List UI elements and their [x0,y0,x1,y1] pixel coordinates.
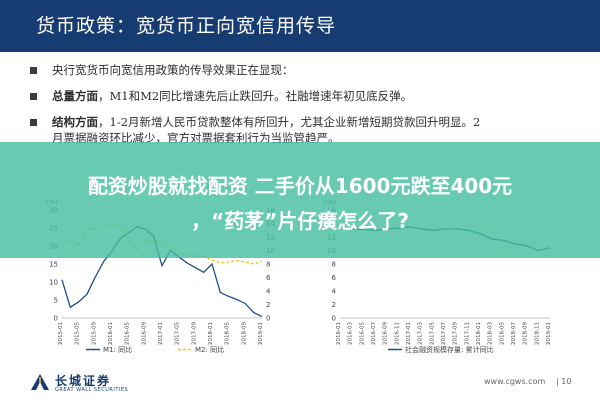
x-tick-label: 2017-07 [441,322,447,345]
bullet-text: 央行宽货币向宽信用政策的传导效果正在显现： [52,63,294,77]
y-tick-label-left: 0 [332,315,336,323]
x-tick-label: 2019-01 [546,322,552,345]
x-tick-label: 2017-09 [191,322,197,345]
x-tick-label: 2016-01 [108,322,114,345]
x-tick-label: 2016-11 [394,322,400,345]
x-tick-label: 2016-07 [371,322,377,345]
legend-label: M2: 同比 [195,345,224,354]
bullet-lead: 总量方面 [52,89,98,103]
x-tick-label: 2018-03 [488,322,494,345]
x-tick-label: 2018-09 [523,322,529,345]
bullet-square-icon [30,119,37,126]
x-tick-label: 2017-03 [418,322,424,345]
bullet-square-icon [30,93,37,100]
y-tick-label-left: 5 [54,297,58,305]
y-tick-label-left: 4 [332,288,337,296]
y-tick-label-left: 8 [332,261,336,269]
footer: 长城证券 GREAT WALL SECURITIES www.cgws.com … [0,364,600,400]
x-tick-label: 2016-03 [348,322,354,345]
overlay-headline-line1[interactable]: 配资炒股就找配资 二手价从1600元跌至400元 [87,174,513,198]
legend-label: M1: 同比 [103,345,132,354]
header-bar: 货币政策：宽货币正向宽信用传导 [0,0,600,52]
x-tick-label: 2015-09 [91,322,97,345]
y-tick-label-left: 0 [54,315,58,323]
great-wall-logo-icon [31,374,49,390]
x-tick-label: 2016-09 [141,322,147,345]
bullet-square-icon [30,67,37,74]
bullet-text-continued: 月票据融资环比减少，官方对票据套利行为当监管趋严。 [52,131,340,145]
bullet-item: 结构方面，1-2月新增人民币贷款整体有所回升，尤其企业新增短期贷款回升明显。2 … [26,114,586,146]
bullet-lead: 结构方面 [52,115,98,129]
x-tick-label: 2019-01 [258,322,264,345]
x-tick-label: 2018-05 [499,322,505,345]
x-tick-label: 2017-05 [175,322,181,345]
x-tick-label: 2017-09 [453,322,459,345]
x-tick-label: 2016-01 [336,322,342,345]
website-watermark: www.cgws.com [484,377,546,386]
x-tick-label: 2017-11 [464,322,470,345]
y-tick-label-left: 6 [332,274,337,282]
x-tick-label: 2018-07 [511,322,517,345]
x-tick-label: 2017-01 [158,322,164,345]
x-tick-label: 2015-05 [75,322,81,345]
y-tick-label-left: 2 [332,301,336,309]
bullet-item: 央行宽货币向宽信用政策的传导效果正在显现： [26,62,586,78]
y-tick-label-left: 10 [49,279,58,287]
x-tick-label: 2017-01 [406,322,412,345]
slide-title: 货币政策：宽货币正向宽信用传导 [36,15,337,37]
x-tick-label: 2018-11 [534,322,540,345]
logo-text-en: GREAT WALL SECURITIES [55,387,129,393]
x-tick-label: 2018-01 [208,322,214,345]
x-tick-label: 2018-09 [241,322,247,345]
bullet-item: 总量方面，M1和M2同比增速先后止跌回升。社融增速年初见底反弹。 [26,88,586,104]
legend-label: 社会融资规模存量: 累计同比 [405,345,494,354]
x-tick-label: 2016-05 [125,322,131,345]
page-number: | 10 [556,377,572,386]
logo-text-cn: 长城证券 [55,374,112,388]
x-tick-label: 2018-01 [476,322,482,345]
x-tick-label: 2018-05 [225,322,231,345]
bullet-list: 央行宽货币向宽信用政策的传导效果正在显现： 总量方面，M1和M2同比增速先后止跌… [26,62,586,156]
y-tick-label-right: 8 [266,261,270,269]
ad-overlay-banner[interactable]: 配资炒股就找配资 二手价从1600元跌至400元 ，“药茅”片仔癀怎么了? [0,142,600,258]
x-tick-label: 2015-01 [58,322,64,345]
y-tick-label-right: 4 [266,288,271,296]
x-tick-label: 2016-05 [359,322,365,345]
y-tick-label-right: 6 [266,274,271,282]
bullet-text: ，1-2月新增人民币贷款整体有所回升，尤其企业新增短期贷款回升明显。2 [98,115,481,129]
y-tick-label-left: 15 [49,261,58,269]
series-line [61,225,263,318]
x-tick-label: 2017-05 [429,322,435,345]
x-tick-label: 2016-09 [383,322,389,345]
bullet-text: ，M1和M2同比增速先后止跌回升。社融增速年初见底反弹。 [98,89,413,103]
y-tick-label-right: 2 [266,301,270,309]
y-tick-label-right: 0 [266,315,270,323]
overlay-headline-line2[interactable]: ，“药茅”片仔癀怎么了? [191,209,409,233]
